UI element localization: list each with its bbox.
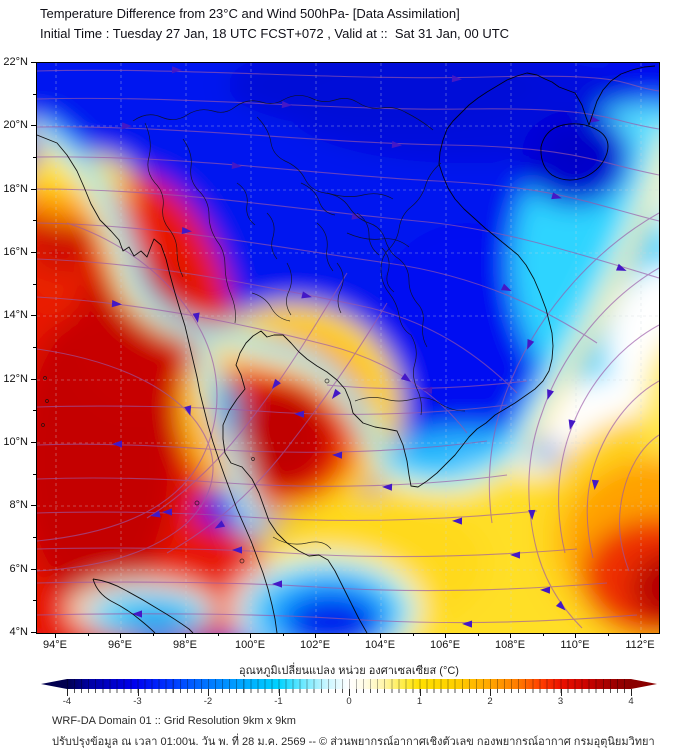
y-minor-tick [33,283,36,285]
y-tick-mark [31,441,36,443]
y-minor-tick [33,537,36,538]
y-tick-label: 6°N [9,562,28,575]
map-plot-area [36,62,660,634]
x-tick-mark [250,633,251,638]
colorbar-major-tick [560,689,562,696]
footer-update-info: ปรับปรุงข้อมูล ณ เวลา 01:00น. วัน พ. ที่… [52,736,655,748]
borders-layer [41,95,466,564]
colorbar-tick-label: 2 [487,696,493,707]
x-minor-tick [607,633,609,636]
colorbar-tick-label: 3 [557,696,564,707]
colorbar-gradient [67,679,631,689]
grid-layer [37,63,659,633]
y-minor-tick [33,93,36,95]
colorbar-major-tick [67,689,68,696]
y-tick-label: 12°N [3,372,28,385]
y-minor-tick [33,473,36,475]
x-tick-label: 112°E [625,639,655,651]
colorbar-title: อุณหภูมิเปลี่ยนแปลง หน่วย องศาเซลเซียส (… [239,665,459,677]
x-tick-mark [315,633,316,638]
y-tick-label: 4°N [9,625,28,638]
y-tick-mark [31,62,36,63]
x-tick-label: 110°E [560,639,590,651]
colorbar-major-tick [631,689,632,696]
y-tick-label: 22°N [3,56,28,68]
x-tick-label: 98°E [173,639,197,651]
x-tick-mark [445,633,446,638]
x-tick-mark [55,633,56,638]
temperature-field-layer [37,63,659,633]
x-tick-mark [575,633,576,638]
x-tick-label: 104°E [364,639,396,651]
y-tick-label: 10°N [3,435,28,448]
coastlines-layer [37,65,656,633]
colorbar-tick-label: -3 [133,696,142,707]
colorbar-major-tick [208,689,209,696]
x-tick-label: 100°E [234,639,266,651]
wind-streamlines-layer [37,69,659,629]
colorbar-left-extend-arrow [41,679,67,689]
y-tick-mark [31,315,36,317]
page-subtitle: Initial Time : Tuesday 27 Jan, 18 UTC FC… [40,26,510,41]
weather-map-canvas [37,63,659,633]
y-tick-mark [31,125,36,127]
x-minor-tick [347,633,349,636]
x-tick-mark [640,633,641,638]
wind-arrowheads-layer [111,66,627,628]
longitude-axis: 94°E 96°E 98°E 100°E 102°E 104°E 106°E 108°E 110… [36,633,660,655]
x-minor-tick [217,633,219,636]
colorbar-tick-label: 4 [628,696,634,707]
y-minor-tick [33,600,36,602]
y-tick-label: 20°N [3,119,28,132]
x-tick-label: 108°E [494,639,526,651]
colorbar-tick-label: -1 [274,696,283,707]
x-tick-mark [380,633,381,638]
x-tick-label: 94°E [43,639,67,651]
y-tick-label: 18°N [3,182,28,195]
x-tick-mark [510,633,511,638]
colorbar-major-tick [349,689,350,696]
x-tick-label: 106°E [429,639,461,651]
x-minor-tick [477,633,479,636]
y-tick-mark [31,505,36,507]
colorbar-right-extend-arrow [631,679,657,689]
colorbar-tick-label: 0 [346,696,352,707]
latitude-axis: 22°N 20°N 18°N 16°N 14°N 12°N 10°N 8°N 6°N 4°N [0,56,36,638]
x-tick-mark [120,633,121,638]
y-tick-mark [31,188,36,190]
y-minor-tick [33,347,36,348]
y-tick-mark [31,568,36,570]
y-tick-mark [31,251,36,253]
x-minor-tick [282,633,284,636]
page-title: Temperature Difference from 23°C and Win… [40,6,460,21]
colorbar-major-tick [419,689,421,696]
y-tick-mark [31,378,36,380]
footer-domain-info: WRF-DA Domain 01 :: Grid Resolution 9km … [52,715,296,727]
colorbar-tick-label: 1 [416,696,423,707]
x-tick-label: 102°E [299,639,331,651]
x-minor-tick [87,633,89,636]
colorbar-major-tick [278,689,280,696]
colorbar-tick-label: -4 [62,696,72,707]
x-minor-tick [412,633,414,636]
y-minor-tick [33,157,36,158]
y-tick-label: 8°N [9,499,28,512]
x-minor-tick [542,633,544,636]
y-tick-label: 16°N [3,245,28,258]
x-minor-tick [152,633,154,636]
y-tick-mark [31,631,36,633]
x-tick-label: 96°E [108,639,132,651]
y-tick-label: 14°N [3,309,28,322]
y-minor-tick [33,220,36,222]
x-tick-mark [185,633,186,638]
colorbar-major-tick [490,689,491,696]
colorbar-major-tick [137,689,139,696]
colorbar-tick-label: -2 [203,696,213,707]
colorbar: -4 -3 -2 -1 0 1 2 3 4 [41,679,657,709]
y-minor-tick [33,410,36,412]
